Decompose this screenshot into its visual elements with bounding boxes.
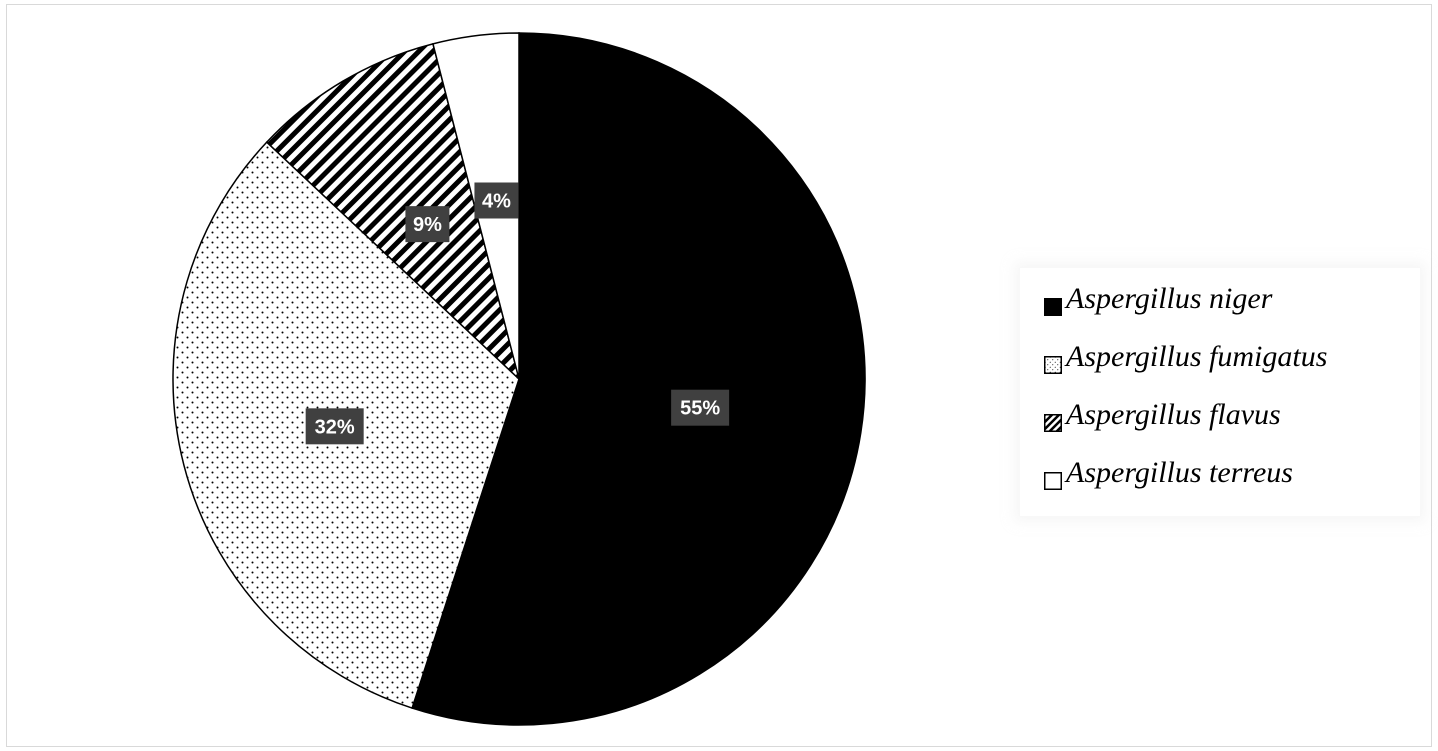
legend-swatch-fumigatus <box>1044 348 1062 374</box>
legend-item-terreus: Aspergillus terreus <box>1044 453 1293 493</box>
legend-swatch-niger <box>1044 290 1062 316</box>
legend-label: Aspergillus fumigatus <box>1066 340 1328 373</box>
legend-label: Aspergillus niger <box>1066 282 1273 315</box>
pie-slice-aspergillus-flavus <box>265 42 521 382</box>
data-label-text: 55% <box>680 398 720 420</box>
data-label-aspergillus-flavus: 9% <box>405 206 450 243</box>
legend-item-niger: Aspergillus niger <box>1044 279 1272 319</box>
pie-slice-aspergillus-niger <box>411 32 866 726</box>
data-label-aspergillus-fumigatus: 32% <box>305 408 364 445</box>
legend-label: Aspergillus terreus <box>1066 456 1293 489</box>
legend-item-fumigatus: Aspergillus fumigatus <box>1044 337 1327 377</box>
legend-item-flavus: Aspergillus flavus <box>1044 395 1281 435</box>
legend: Aspergillus niger Aspergillus fumigatus … <box>1020 268 1420 516</box>
data-label-aspergillus-niger: 55% <box>671 389 730 426</box>
legend-swatch-flavus <box>1044 406 1062 432</box>
data-label-aspergillus-terreus: 4% <box>474 182 519 219</box>
legend-label: Aspergillus flavus <box>1066 398 1281 431</box>
data-label-text: 9% <box>413 214 442 236</box>
data-label-text: 32% <box>315 416 355 438</box>
legend-swatch-terreus <box>1044 464 1062 490</box>
data-label-text: 4% <box>482 190 511 212</box>
